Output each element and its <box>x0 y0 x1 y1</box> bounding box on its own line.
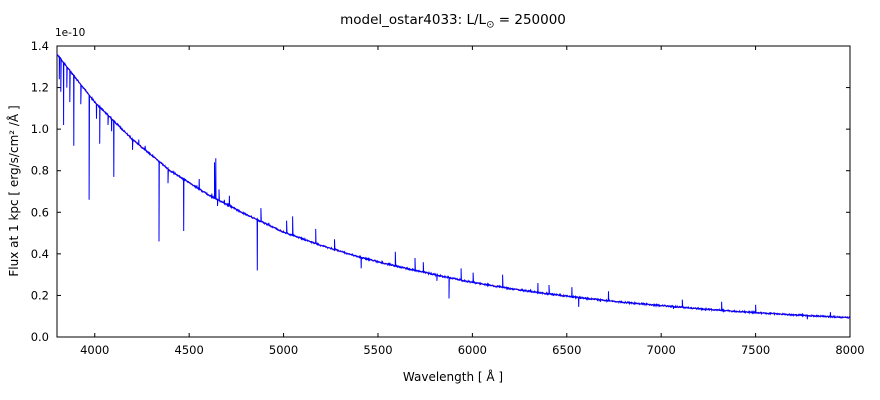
y-tick-label: 0.6 <box>31 205 49 219</box>
x-tick-label: 4500 <box>175 343 204 357</box>
chart-title: model_ostar4033: L/L⊙ = 250000 <box>340 12 566 31</box>
y-tick-label: 0.4 <box>31 247 49 261</box>
y-axis-offset-label: 1e-10 <box>55 27 86 39</box>
y-tick-label: 1.4 <box>31 39 49 53</box>
x-tick-label: 8000 <box>835 343 864 357</box>
y-tick-label: 0.2 <box>31 288 49 302</box>
y-tick-label: 1.2 <box>31 81 49 95</box>
chart-title-value: = 250000 <box>494 12 566 28</box>
x-tick-label: 5000 <box>269 343 298 357</box>
axes-frame <box>56 45 851 338</box>
y-tick-label: 1.0 <box>31 122 49 136</box>
spectrum-line <box>56 53 851 320</box>
x-tick-label: 7000 <box>647 343 676 357</box>
x-tick-label: 6000 <box>458 343 487 357</box>
x-tick-label: 7500 <box>741 343 770 357</box>
x-tick-label: 4000 <box>80 343 109 357</box>
x-axis-label: Wavelength [ Å ] <box>402 370 504 384</box>
sun-symbol: ⊙ <box>486 19 495 31</box>
x-tick-label: 6500 <box>552 343 581 357</box>
y-tick-label: 0.0 <box>31 330 49 344</box>
y-tick-label: 0.8 <box>31 164 49 178</box>
x-tick-label: 5500 <box>363 343 392 357</box>
chart-title-text: model_ostar4033: L/L <box>340 12 487 28</box>
